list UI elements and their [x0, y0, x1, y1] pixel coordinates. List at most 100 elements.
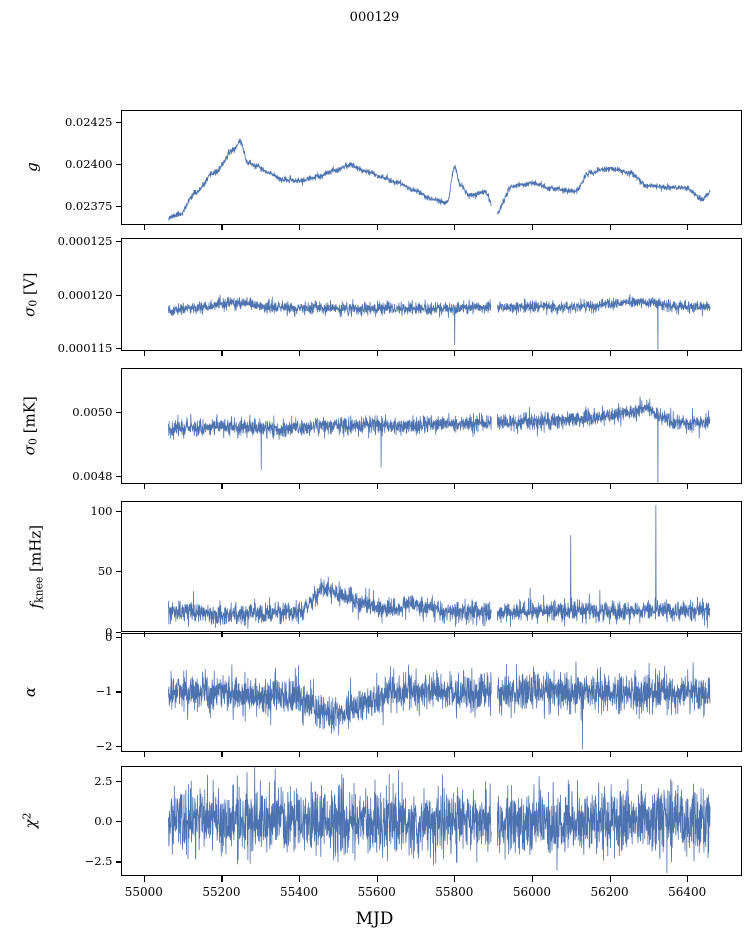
x-tick-mark [221, 876, 223, 882]
x-tick-mark [531, 752, 533, 757]
x-tick-mark [376, 876, 378, 882]
plot-area-sigma0-mK [167, 396, 710, 483]
y-tick-label: 50 [97, 564, 113, 579]
x-tick-label: 56000 [512, 885, 551, 899]
y-tick-label: −1 [95, 684, 113, 699]
y-tick-label: −2.5 [84, 854, 113, 869]
x-tick-mark [687, 632, 689, 637]
x-tick-mark [687, 351, 689, 356]
x-axis-label: MJD [355, 909, 394, 929]
x-tick-mark [687, 484, 689, 489]
x-tick-mark [299, 225, 301, 230]
x-tick-mark [609, 484, 611, 489]
y-tick-mark [116, 241, 121, 243]
x-tick-label: 55000 [124, 885, 163, 899]
plot-area-chi-squared [167, 767, 710, 874]
plot-panel-chi-squared [120, 766, 742, 876]
data-line-sigma0-volts [167, 293, 710, 350]
x-tick-mark [454, 752, 456, 757]
y-tick-mark [116, 164, 121, 166]
data-line-chi-squared [167, 767, 710, 874]
x-tick-mark [143, 752, 145, 757]
y-tick-mark [116, 780, 121, 782]
x-tick-mark [531, 876, 533, 882]
plot-panel-alpha [120, 633, 742, 752]
x-tick-label: 55200 [202, 885, 241, 899]
x-tick-mark [454, 351, 456, 356]
x-tick-mark [299, 752, 301, 757]
x-tick-mark [376, 484, 378, 489]
y-tick-mark [116, 637, 121, 639]
x-tick-mark [143, 225, 145, 230]
x-tick-label: 55400 [279, 885, 319, 899]
figure-title: 000129 [349, 10, 400, 25]
y-axis-label-alpha: α [21, 686, 39, 697]
x-tick-mark [221, 752, 223, 757]
x-tick-mark [376, 632, 378, 637]
x-tick-mark [687, 225, 689, 230]
plot-area-alpha [167, 661, 710, 750]
x-tick-mark [687, 752, 689, 757]
x-tick-label: 55600 [357, 885, 396, 899]
y-tick-mark [116, 206, 121, 208]
y-tick-label: 0.02400 [64, 157, 113, 172]
y-tick-mark [116, 475, 121, 478]
y-tick-mark [116, 632, 121, 634]
x-tick-mark [376, 752, 378, 757]
x-tick-mark [531, 632, 533, 637]
x-tick-mark [299, 484, 301, 489]
x-tick-mark [143, 632, 145, 637]
plot-panel-gain [120, 110, 742, 225]
x-tick-mark [609, 876, 611, 882]
y-tick-label: 0.0048 [72, 468, 113, 483]
y-tick-label: 0 [105, 630, 113, 645]
y-tick-label: 0.02425 [64, 114, 113, 129]
y-tick-label: 0.000120 [57, 287, 113, 302]
x-tick-mark [143, 351, 145, 356]
x-tick-mark [221, 484, 223, 489]
y-tick-label: 0.02375 [64, 199, 113, 214]
x-tick-mark [531, 225, 533, 230]
y-tick-mark [116, 571, 121, 573]
x-tick-label: 55800 [435, 885, 474, 899]
x-tick-mark [143, 484, 145, 489]
y-axis-label-sigma0-volts: σ0 [V] [20, 271, 40, 317]
plot-area-sigma0-volts [167, 293, 710, 350]
x-tick-mark [143, 876, 145, 882]
data-line-sigma0-mK [167, 396, 710, 483]
x-tick-mark [454, 632, 456, 637]
x-tick-mark [376, 225, 378, 230]
plot-area-gain [167, 138, 710, 221]
x-tick-mark [454, 484, 456, 489]
y-tick-label: 0.0050 [72, 404, 113, 419]
x-tick-mark [531, 351, 533, 356]
x-tick-mark [299, 351, 301, 356]
data-line-alpha [167, 661, 710, 750]
x-tick-mark [376, 351, 378, 356]
y-tick-mark [116, 121, 121, 123]
y-tick-label: 0 [105, 625, 113, 639]
x-tick-mark [687, 876, 689, 882]
y-axis-label-sigma0-mK: σ0 [mK] [20, 396, 40, 456]
y-tick-label: 2.5 [94, 773, 113, 788]
y-tick-mark [116, 294, 121, 296]
plot-panel-sigma0-volts [120, 238, 742, 351]
plot-panel-sigma0-mK [120, 368, 742, 484]
x-tick-mark [531, 484, 533, 489]
x-tick-mark [299, 632, 301, 637]
x-tick-mark [221, 351, 223, 356]
plot-area-f-knee [167, 505, 710, 629]
y-tick-mark [116, 510, 121, 512]
x-tick-mark [299, 876, 301, 882]
data-line-gain [167, 138, 710, 221]
y-tick-mark [116, 347, 121, 349]
x-tick-label: 56400 [668, 885, 707, 899]
x-tick-mark [609, 632, 611, 637]
plot-panel-f-knee [120, 501, 742, 632]
y-tick-label: 0.000115 [57, 340, 113, 355]
y-tick-label: 100 [90, 503, 113, 518]
y-tick-mark [116, 411, 121, 413]
y-tick-label: 0.000125 [57, 234, 113, 249]
data-line-f-knee [167, 505, 710, 629]
x-tick-mark [609, 225, 611, 230]
